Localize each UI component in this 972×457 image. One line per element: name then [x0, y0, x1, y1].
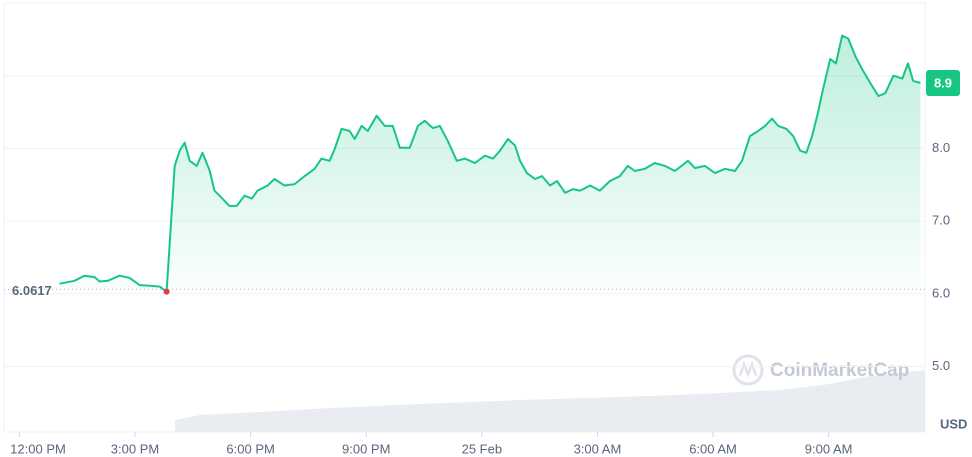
open-price-label: 6.0617: [12, 283, 52, 298]
x-tick-label: 3:00 AM: [574, 441, 622, 456]
low-point: [163, 288, 170, 295]
price-area: [59, 35, 921, 292]
watermark-logo: [732, 354, 764, 386]
price-badge: [926, 69, 960, 96]
y-tick-label: 8.0: [932, 140, 950, 155]
x-tick-label: 9:00 PM: [342, 441, 390, 456]
y-tick-label: 5.0: [932, 358, 950, 373]
x-tick-label: 6:00 AM: [689, 441, 737, 456]
price-line: [59, 34, 921, 293]
y-tick-label: 6.0: [932, 285, 950, 300]
watermark: CoinMarketCap: [770, 360, 909, 381]
x-tick-label: 6:00 PM: [226, 441, 274, 456]
x-tick-label: 25 Feb: [462, 441, 502, 456]
price-badge-label: 8.9: [934, 75, 952, 90]
y-tick-label: 7.0: [932, 213, 950, 228]
currency-label: USD: [940, 416, 967, 431]
x-tick-label: 3:00 PM: [111, 441, 159, 456]
volume-area: [175, 370, 925, 432]
x-tick-label: 9:00 AM: [805, 441, 853, 456]
x-tick-label: 12:00 PM: [10, 441, 66, 456]
